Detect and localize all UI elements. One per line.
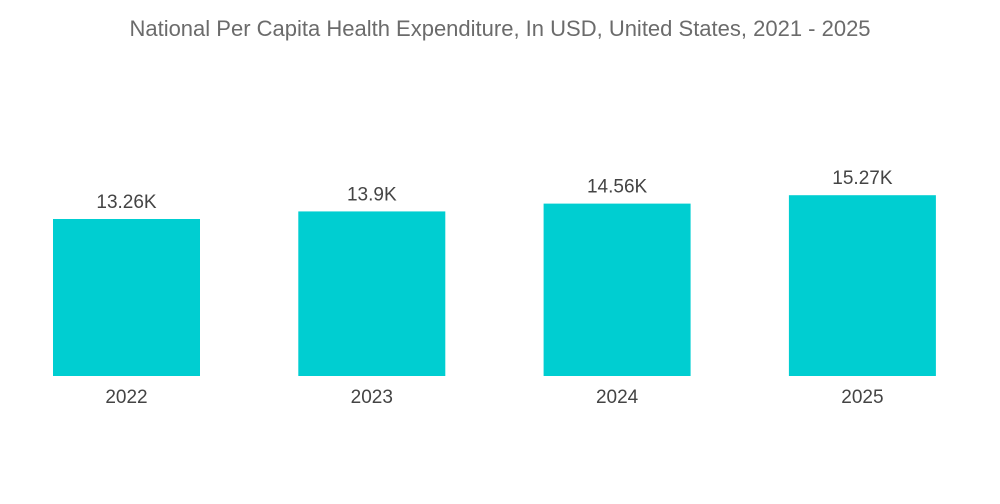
x-tick-label-2022: 2022 [105,387,147,408]
chart-title: National Per Capita Health Expenditure, … [129,16,871,41]
bar-2024 [543,203,691,376]
data-label-2024: 14.56K [587,177,648,198]
bar-2023 [298,211,446,376]
x-tick-label-2024: 2024 [596,387,639,408]
x-tick-label-2023: 2023 [351,387,393,408]
bar-2025 [788,195,936,376]
bar-2022 [53,219,200,376]
data-label-2025: 15.27K [832,168,893,189]
data-label-2023: 13.9K [347,184,397,205]
data-label-2022: 13.26K [96,192,157,213]
x-tick-label-2025: 2025 [841,387,883,408]
